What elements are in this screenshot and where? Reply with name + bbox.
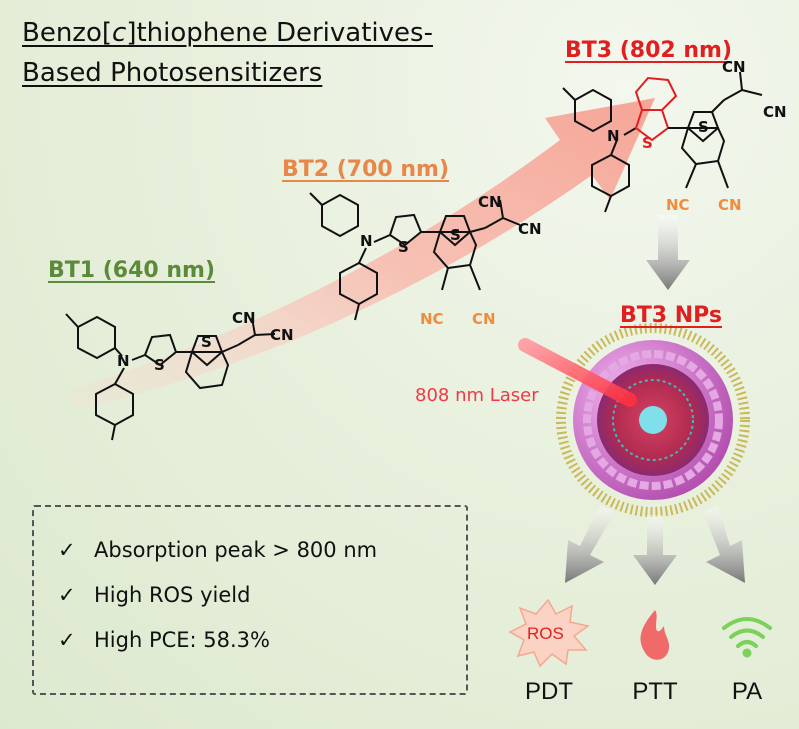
feature-item-ros-yield: ✓ High ROS yield xyxy=(58,583,251,607)
laser-label: 808 nm Laser xyxy=(415,385,539,406)
feature-item-absorption: ✓ Absorption peak > 800 nm xyxy=(58,538,378,562)
bt3-structure xyxy=(562,71,763,213)
nanoparticle-graphic xyxy=(556,323,750,517)
features-box xyxy=(32,505,468,695)
bt1-cn-right: CN xyxy=(270,326,294,344)
arrow-to-pa xyxy=(703,505,745,583)
bt2-benzo-s: S xyxy=(450,226,461,244)
bt3-cn-right: CN xyxy=(763,103,787,121)
signal-icon xyxy=(722,617,772,658)
bt1-n-atom: N xyxy=(117,352,130,370)
bt2-cn-right: CN xyxy=(518,220,542,238)
ros-burst-label: ROS xyxy=(527,624,564,643)
bt1-thiophene-s: S xyxy=(154,356,165,374)
laser-beam xyxy=(518,338,637,407)
bt2-label: BT2 (700 nm) xyxy=(282,157,450,182)
bt2-n-atom: N xyxy=(360,232,373,250)
bt2-thiophene-s: S xyxy=(398,238,409,256)
figure-title-line2: Based Photosensitizers xyxy=(22,58,323,88)
check-icon: ✓ xyxy=(58,583,76,607)
bt3-s-red: S xyxy=(642,134,653,152)
outcome-ptt: PTT xyxy=(632,678,678,705)
bt2-nc-left: NC xyxy=(420,310,444,328)
bt1-label: BT1 (640 nm) xyxy=(48,258,216,283)
check-icon: ✓ xyxy=(58,628,76,652)
flame-icon xyxy=(640,610,670,660)
bt2-structure xyxy=(309,192,521,321)
arrow-to-pdt xyxy=(565,505,615,583)
bt3-nps-label: BT3 NPs xyxy=(620,303,722,328)
feature-item-pce: ✓ High PCE: 58.3% xyxy=(58,628,270,652)
bt2-cn-top: CN xyxy=(478,193,502,211)
bt3-n-atom: N xyxy=(607,127,620,145)
outcome-pa: PA xyxy=(731,678,763,705)
bt3-benzo-s: S xyxy=(698,118,709,136)
bt2-cn-bottom: CN xyxy=(472,310,496,328)
outcome-pdt: PDT xyxy=(525,678,573,705)
bt1-structure xyxy=(65,313,276,441)
arrow-to-ptt xyxy=(633,515,677,585)
check-icon: ✓ xyxy=(58,538,76,562)
bt3-cn-top: CN xyxy=(722,58,746,76)
bt3-cn-bottom: CN xyxy=(718,196,742,214)
bt3-nc-left: NC xyxy=(666,196,690,214)
bt1-benzo-s: S xyxy=(201,333,212,351)
figure-title-line1: Benzo[c]thiophene Derivatives- xyxy=(22,18,433,48)
bt1-cn-top: CN xyxy=(232,309,256,327)
down-arrow-to-nps xyxy=(646,215,690,290)
ros-burst-icon xyxy=(508,598,590,668)
bt3-label: BT3 (802 nm) xyxy=(565,38,733,63)
